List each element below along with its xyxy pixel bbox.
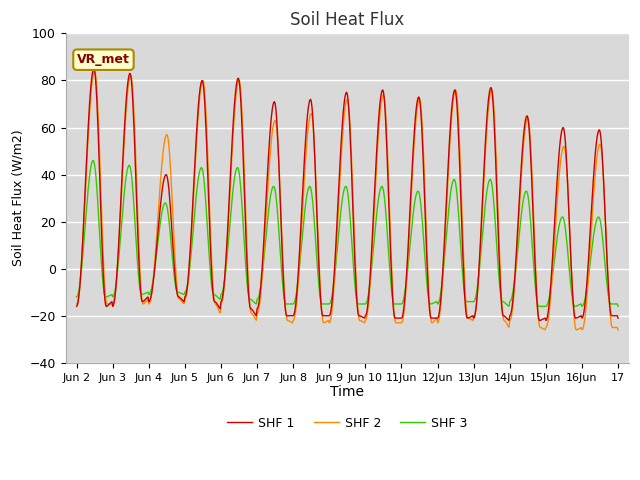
Line: SHF 2: SHF 2: [77, 71, 618, 330]
Text: VR_met: VR_met: [77, 53, 130, 66]
SHF 3: [479, 225, 487, 231]
SHF 1: [612, 313, 620, 319]
SHF 1: [392, 315, 400, 321]
SHF 2: [73, 301, 81, 307]
SHF 2: [612, 324, 620, 330]
SHF 2: [91, 68, 99, 74]
SHF 2: [458, 212, 466, 217]
SHF 1: [73, 303, 81, 309]
SHF 3: [614, 303, 622, 309]
SHF 1: [479, 185, 487, 191]
SHF 3: [90, 157, 97, 163]
SHF 1: [157, 197, 165, 203]
SHF 1: [614, 315, 622, 321]
Line: SHF 1: SHF 1: [77, 69, 618, 321]
SHF 2: [479, 194, 487, 200]
SHF 2: [312, 187, 320, 192]
SHF 1: [90, 66, 98, 72]
X-axis label: Time: Time: [330, 385, 364, 399]
Line: SHF 3: SHF 3: [77, 160, 618, 306]
SHF 3: [535, 303, 543, 309]
SHF 2: [157, 171, 165, 177]
SHF 2: [614, 327, 622, 333]
SHF 2: [572, 327, 580, 333]
Title: Soil Heat Flux: Soil Heat Flux: [290, 11, 404, 29]
SHF 2: [392, 320, 400, 325]
SHF 1: [536, 318, 543, 324]
SHF 3: [392, 301, 400, 307]
SHF 3: [73, 294, 81, 300]
SHF 3: [157, 215, 165, 220]
SHF 3: [612, 301, 620, 307]
Legend: SHF 1, SHF 2, SHF 3: SHF 1, SHF 2, SHF 3: [222, 412, 472, 435]
SHF 3: [312, 248, 320, 253]
SHF 3: [458, 265, 466, 271]
Y-axis label: Soil Heat Flux (W/m2): Soil Heat Flux (W/m2): [11, 130, 24, 266]
SHF 1: [312, 195, 320, 201]
SHF 1: [458, 232, 466, 238]
